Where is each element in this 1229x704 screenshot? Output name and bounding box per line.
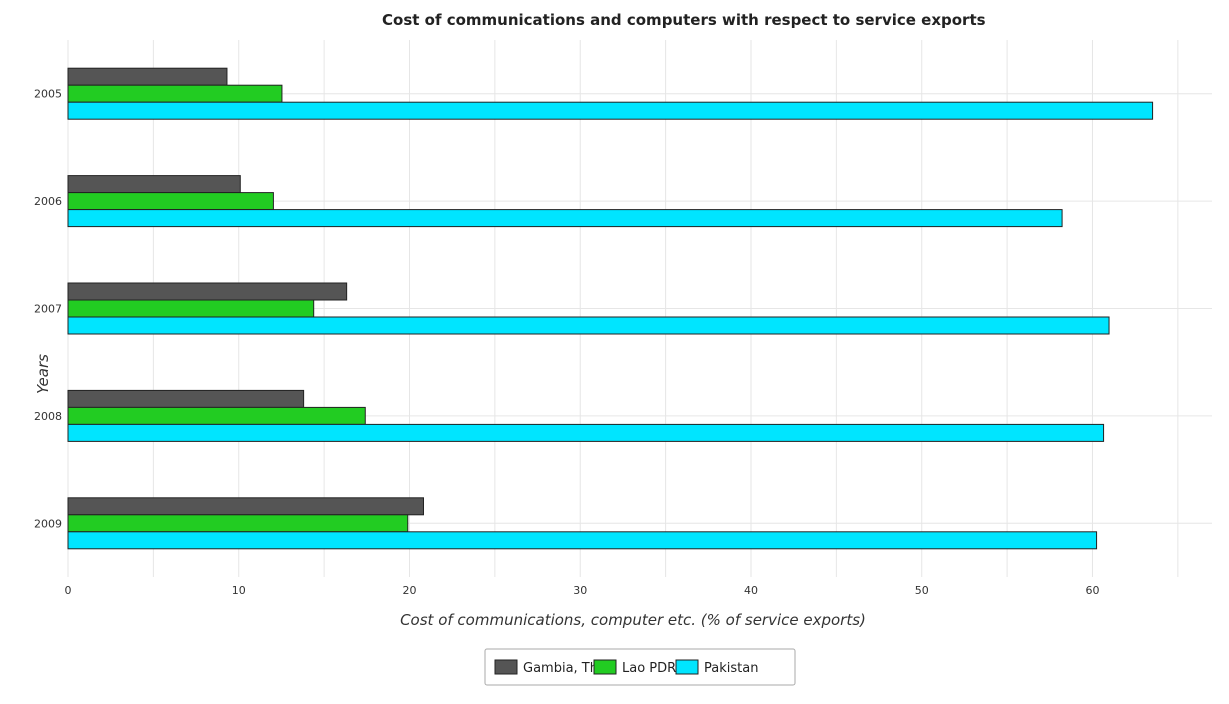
bar-gambia-the-2005 [67, 67, 228, 86]
x-axis-title: Cost of communications, computer etc. (%… [400, 611, 866, 629]
x-tick-label: 50 [915, 584, 929, 597]
bar-pakistan-2005 [67, 101, 1154, 120]
bar-pakistan-2006 [67, 209, 1063, 228]
bar-lao-pdr-2008 [67, 406, 366, 425]
bar-lao-pdr-2005 [67, 84, 283, 103]
legend: Gambia, The Lao PDR Pakistan [484, 648, 796, 686]
bar-gambia-the-2009 [67, 497, 424, 516]
bar-lao-pdr-2009 [67, 514, 409, 533]
y-tick-label: 2006 [34, 195, 62, 208]
chart-title: Cost of communications and computers wit… [382, 11, 986, 29]
bar-gambia-the-2007 [67, 282, 348, 301]
bar-gambia-the-2006 [67, 175, 241, 194]
bar-gambia-the-2008 [67, 389, 305, 408]
legend-swatch [593, 659, 617, 675]
y-tick-label: 2008 [34, 410, 62, 423]
y-tick-label: 2005 [34, 88, 62, 101]
legend-swatch [675, 659, 699, 675]
x-tick-label: 0 [65, 584, 72, 597]
legend-label: Gambia, The [523, 661, 606, 676]
bar-lao-pdr-2006 [67, 192, 274, 211]
y-tick-label: 2007 [34, 303, 62, 316]
legend-swatch [494, 659, 518, 675]
bars [67, 67, 1154, 550]
x-tick-label: 10 [232, 584, 246, 597]
bar-pakistan-2008 [67, 423, 1105, 442]
x-tick-label: 20 [402, 584, 416, 597]
bar-pakistan-2007 [67, 316, 1110, 335]
bar-pakistan-2009 [67, 531, 1098, 550]
axes: 0 10 20 30 40 50 60 2005 2006 2007 2008 2009 [34, 88, 1099, 597]
legend-label: Pakistan [704, 661, 758, 676]
y-axis-title: Years [34, 354, 52, 394]
x-tick-label: 30 [573, 584, 587, 597]
bar-lao-pdr-2007 [67, 299, 315, 318]
y-tick-label: 2009 [34, 517, 62, 530]
legend-label: Lao PDR [622, 661, 676, 676]
x-tick-label: 40 [744, 584, 758, 597]
legend-frame [484, 648, 796, 686]
x-tick-label: 60 [1085, 584, 1099, 597]
